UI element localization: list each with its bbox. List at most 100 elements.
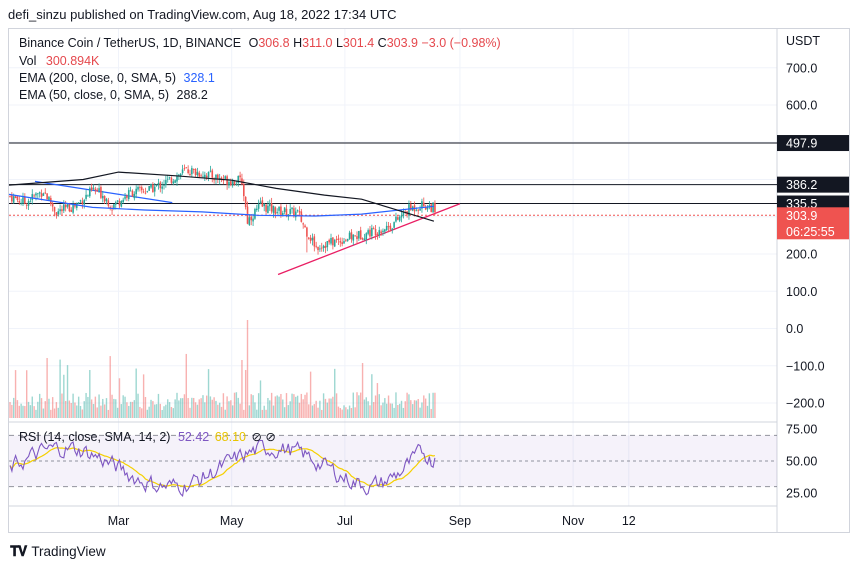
volume-bar (92, 403, 95, 418)
volume-bar (176, 392, 178, 418)
legend-close-value: 303.9 (386, 36, 418, 50)
footer-brand-label: TradingView (31, 544, 106, 559)
volume-bar (193, 397, 195, 418)
candle-body (187, 169, 189, 174)
candle-body (372, 228, 375, 230)
volume-bar (413, 400, 416, 418)
volume-bar (126, 402, 128, 418)
legend-low-label: L (335, 36, 343, 50)
candle-body (332, 237, 334, 246)
volume-bar (13, 397, 15, 418)
candle-body (367, 230, 369, 234)
candle-body (389, 225, 392, 230)
time-tick-label: Mar (108, 514, 130, 528)
candle-body (181, 169, 184, 174)
volume-bar (408, 394, 410, 418)
candle-body (137, 187, 139, 190)
volume-bar (191, 397, 193, 418)
legend-ema50-row: EMA (50, close, 0, SMA, 5) 288.2 (19, 88, 208, 102)
legend-rsi-toggle-icon[interactable]: ⊘ ⊘ (251, 430, 276, 444)
candle-body (46, 193, 48, 200)
volume-bar (150, 399, 152, 418)
candle-body (324, 245, 327, 249)
candle-body (346, 238, 349, 241)
candle-body (254, 208, 256, 219)
candle-body (233, 181, 236, 185)
candle-body (276, 212, 279, 214)
footer-brand[interactable]: 𝐓𝐕 TradingView (10, 543, 106, 560)
candle-body (307, 237, 310, 239)
candle-body (139, 187, 141, 189)
legend-rsi-sma-value: 68.10 (214, 430, 246, 444)
volume-bar (142, 374, 145, 418)
candle-body (72, 204, 74, 213)
volume-bar (358, 395, 360, 418)
volume-bar (53, 408, 56, 418)
volume-bar (205, 395, 208, 418)
candle-body (363, 238, 366, 241)
candle-body (231, 179, 234, 186)
volume-bar (27, 401, 30, 418)
volume-bar (387, 395, 390, 418)
candle-body (293, 208, 295, 217)
volume-bar (341, 409, 343, 418)
candle-body (268, 203, 271, 207)
volume-bar (215, 400, 217, 418)
candle-body (135, 188, 137, 195)
volume-bar (319, 400, 321, 418)
volume-bar (434, 392, 436, 418)
candle-body (387, 226, 390, 228)
volume-layer (9, 320, 436, 418)
volume-bar (165, 404, 167, 418)
candle-body (259, 201, 262, 203)
volume-bar (419, 407, 421, 418)
volume-bar (154, 404, 156, 418)
volume-bar (181, 398, 184, 418)
legend-ema200-label: EMA (200, close, 0, SMA, 5) (19, 71, 177, 85)
volume-bar (83, 401, 85, 418)
volume-bar (328, 398, 330, 418)
volume-bar (430, 408, 432, 418)
candle-body (144, 192, 147, 194)
volume-bar (302, 399, 304, 418)
ema-layer (8, 171, 435, 222)
volume-bar (194, 402, 197, 418)
candle-body (107, 200, 110, 206)
candle-body (280, 206, 282, 216)
legend-ema50-label: EMA (50, close, 0, SMA, 5) (19, 88, 170, 102)
level-price-tag-label: 497.9 (786, 137, 817, 151)
volume-bar (120, 404, 123, 418)
time-tick-label: May (220, 514, 244, 528)
level-price-tag (777, 135, 849, 152)
volume-bar (343, 405, 345, 418)
volume-bar (218, 402, 221, 418)
candle-body (296, 210, 299, 211)
legend-high-value: 311.0 (302, 36, 333, 50)
volume-bar (243, 409, 245, 418)
candle-body (24, 196, 26, 204)
volume-bar (263, 405, 265, 418)
volume-bar (321, 409, 323, 418)
volume-bar (324, 398, 327, 418)
candle-body (283, 207, 286, 213)
volume-bar (90, 399, 93, 418)
candle-body (166, 178, 169, 180)
volume-bar (116, 407, 119, 418)
chart-area-border (8, 28, 850, 533)
volume-bar (44, 401, 46, 418)
volume-bar (189, 407, 191, 418)
candle-body (22, 197, 24, 204)
volume-bar (187, 398, 189, 418)
volume-bar (424, 398, 427, 418)
volume-bar (68, 400, 71, 418)
volume-bar (40, 398, 43, 418)
candle-body (101, 195, 104, 199)
candle-body (365, 233, 368, 240)
current-price-countdown: 06:25:55 (786, 225, 835, 239)
candle-body (274, 207, 277, 215)
grid-layer (9, 29, 778, 532)
volume-bar (26, 370, 28, 418)
volume-bar (103, 404, 106, 418)
candle-body (343, 241, 345, 244)
